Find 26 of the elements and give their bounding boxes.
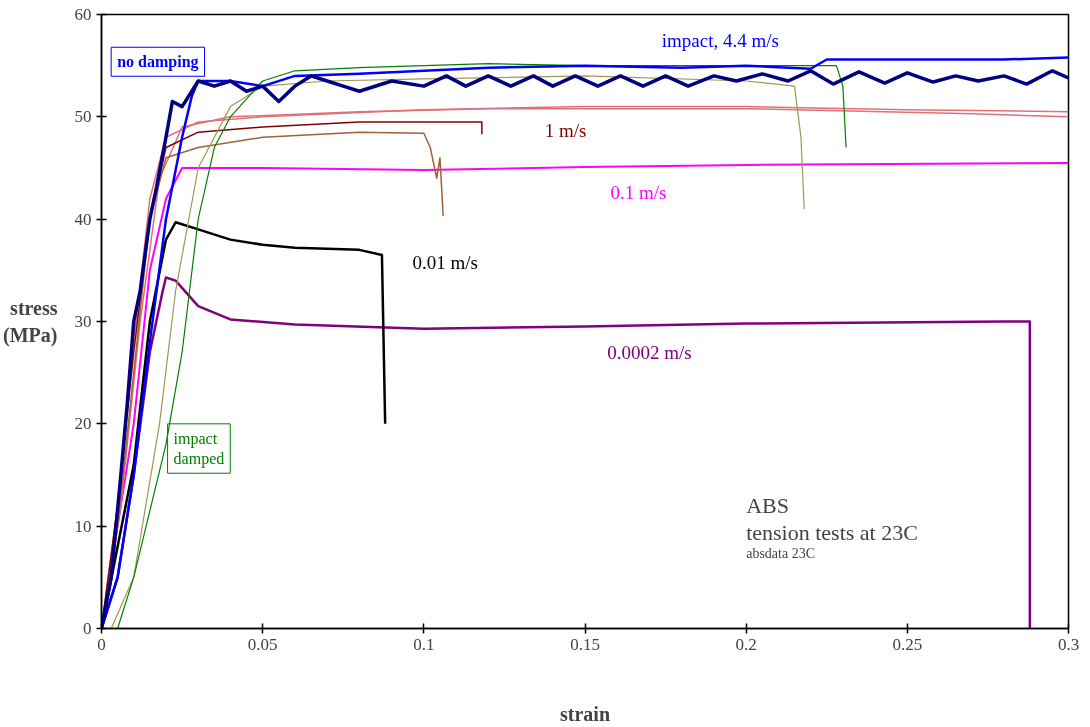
y-tick-label: 0	[83, 619, 92, 638]
x-tick-label: 0	[97, 634, 106, 654]
x-tick-label: 0.3	[1057, 634, 1080, 654]
series-label: 0.01 m/s	[412, 251, 478, 273]
x-axis-title: strain	[560, 702, 610, 725]
x-tick-label: 0.1	[413, 634, 435, 654]
x-tick-label: 0.2	[735, 634, 757, 654]
series-label: impact, 4.4 m/s	[661, 29, 779, 51]
annotation: absdata 23C	[746, 546, 815, 562]
x-tick-label: 0.25	[892, 634, 923, 654]
y-tick-label: 40	[74, 209, 92, 229]
y-tick-label: 20	[74, 414, 92, 434]
series-label: 0.0002 m/s	[607, 341, 692, 363]
y-tick-label: 10	[74, 516, 92, 536]
y-axis-title: stress (MPa)	[3, 297, 58, 347]
annotation: no damping	[117, 53, 199, 72]
annotation: ABS	[746, 493, 789, 519]
x-tick-label: 0.05	[247, 634, 278, 654]
y-tick-label: 60	[74, 5, 92, 24]
x-tick-label: 0.15	[570, 634, 600, 654]
annotation: tension tests at 23C	[746, 519, 918, 545]
y-tick-label: 50	[74, 107, 92, 127]
series-label: 0.1 m/s	[610, 182, 667, 204]
text: 1 m/s	[544, 119, 587, 141]
series-label: impact damped	[173, 429, 225, 469]
y-tick-label: 30	[74, 312, 92, 331]
